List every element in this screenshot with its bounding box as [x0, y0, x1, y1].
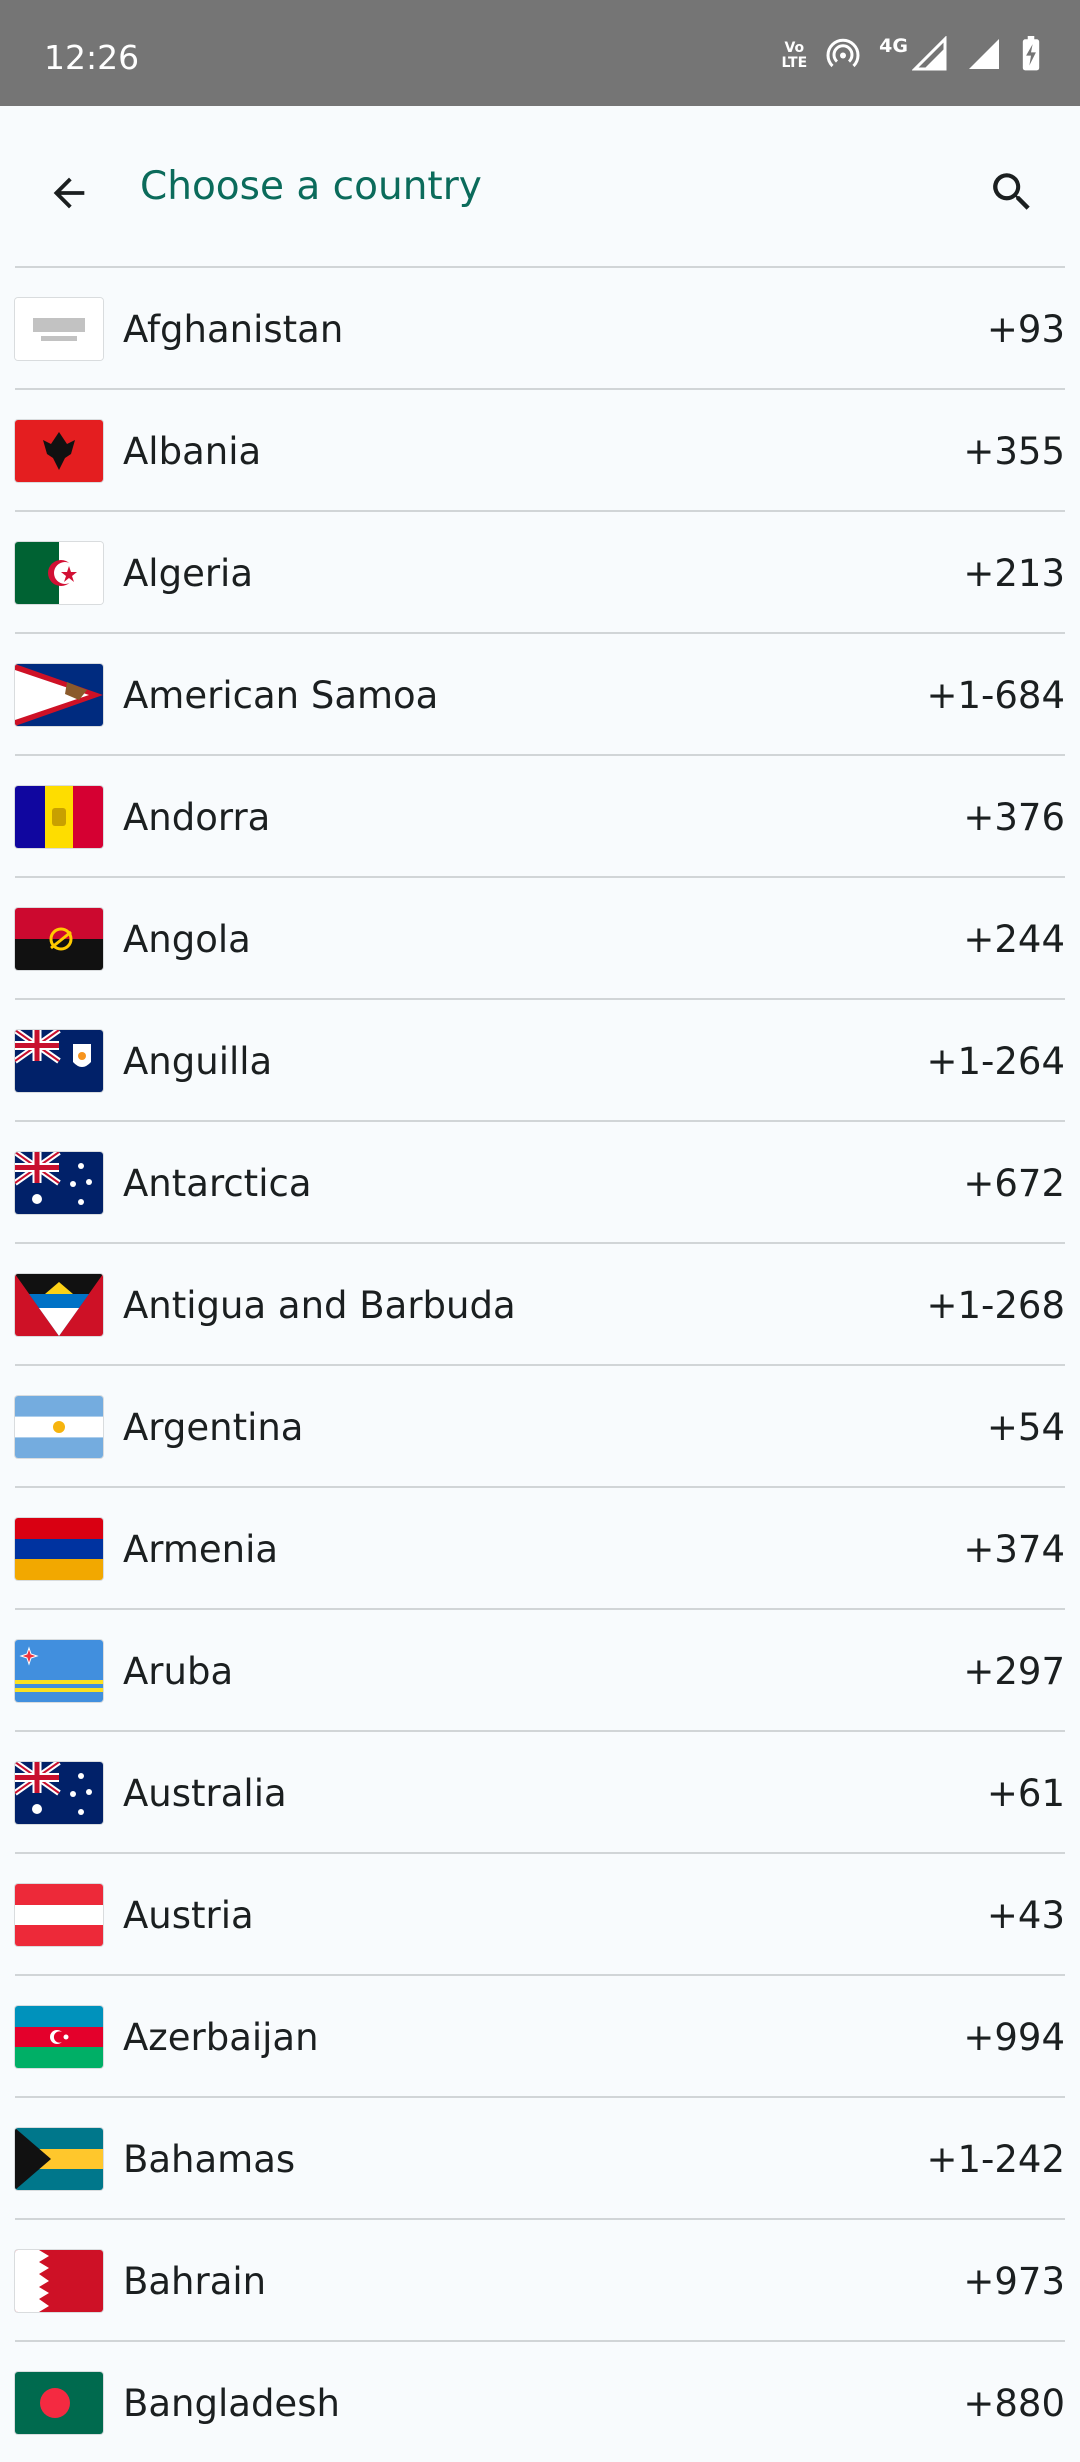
country-row-aruba[interactable]: Aruba +297 [15, 1608, 1065, 1730]
back-button[interactable] [32, 156, 106, 230]
status-icons: Vo LTE 4G [781, 34, 1042, 78]
dial-code: +880 [963, 2382, 1065, 2425]
dial-code: +244 [963, 918, 1065, 961]
country-row-albania[interactable]: Albania +355 [15, 388, 1065, 510]
dial-code: +297 [963, 1650, 1065, 1693]
country-name: Afghanistan [123, 308, 344, 351]
dial-code: +374 [963, 1528, 1065, 1571]
country-row-american-samoa[interactable]: American Samoa +1-684 [15, 632, 1065, 754]
dial-code: +1-684 [926, 674, 1065, 717]
status-bar: 12:26 Vo LTE 4G [0, 0, 1080, 106]
australia-flag-icon [15, 1762, 103, 1824]
country-name: Albania [123, 430, 262, 473]
country-row-bahamas[interactable]: Bahamas +1-242 [15, 2096, 1065, 2218]
dial-code: +994 [963, 2016, 1065, 2059]
country-list: Afghanistan +93 Albania +355 Algeria +21… [15, 266, 1065, 2462]
afghanistan-flag-icon [15, 298, 103, 360]
country-row-australia[interactable]: Australia +61 [15, 1730, 1065, 1852]
anguilla-flag-icon [15, 1030, 103, 1092]
battery-charging-icon [1020, 36, 1042, 76]
page-title: Choose a country [140, 164, 482, 209]
dial-code: +1-242 [926, 2138, 1065, 2181]
country-name: Antarctica [123, 1162, 312, 1205]
bahamas-flag-icon [15, 2128, 103, 2190]
american-samoa-flag-icon [15, 664, 103, 726]
angola-flag-icon [15, 908, 103, 970]
andorra-flag-icon [15, 786, 103, 848]
country-name: Austria [123, 1894, 254, 1937]
country-name: Argentina [123, 1406, 304, 1449]
app-bar: Choose a country [0, 106, 1080, 266]
country-row-afghanistan[interactable]: Afghanistan +93 [15, 266, 1065, 388]
dial-code: +54 [986, 1406, 1065, 1449]
signal-full-icon [966, 36, 1002, 76]
search-icon [993, 173, 1030, 210]
dial-code: +61 [986, 1772, 1065, 1815]
country-name: Antigua and Barbuda [123, 1284, 516, 1327]
dial-code: +376 [963, 796, 1065, 839]
dial-code: +355 [963, 430, 1065, 473]
network-type: 4G [879, 35, 908, 57]
country-name: Andorra [123, 796, 271, 839]
search-button[interactable] [974, 154, 1050, 230]
azerbaijan-flag-icon [15, 2006, 103, 2068]
country-row-austria[interactable]: Austria +43 [15, 1852, 1065, 1974]
country-row-argentina[interactable]: Argentina +54 [15, 1364, 1065, 1486]
country-name: Aruba [123, 1650, 234, 1693]
country-row-antarctica[interactable]: Antarctica +672 [15, 1120, 1065, 1242]
dial-code: +213 [963, 552, 1065, 595]
signal-icon [911, 35, 948, 76]
dial-code: +1-264 [926, 1040, 1065, 1083]
country-row-bangladesh[interactable]: Bangladesh +880 [15, 2340, 1065, 2462]
country-name: Bangladesh [123, 2382, 340, 2425]
aruba-flag-icon [15, 1640, 103, 1702]
country-row-armenia[interactable]: Armenia +374 [15, 1486, 1065, 1608]
country-name: Angola [123, 918, 251, 961]
country-row-anguilla[interactable]: Anguilla +1-264 [15, 998, 1065, 1120]
austria-flag-icon [15, 1884, 103, 1946]
country-row-andorra[interactable]: Andorra +376 [15, 754, 1065, 876]
albania-flag-icon [15, 420, 103, 482]
country-name: Australia [123, 1772, 287, 1815]
country-name: Algeria [123, 552, 254, 595]
armenia-flag-icon [15, 1518, 103, 1580]
country-name: Azerbaijan [123, 2016, 319, 2059]
argentina-flag-icon [15, 1396, 103, 1458]
dial-code: +93 [986, 308, 1065, 351]
dial-code: +1-268 [926, 1284, 1065, 1327]
bangladesh-flag-icon [15, 2372, 103, 2434]
country-row-algeria[interactable]: Algeria +213 [15, 510, 1065, 632]
country-row-antigua-and-barbuda[interactable]: Antigua and Barbuda +1-268 [15, 1242, 1065, 1364]
algeria-flag-icon [15, 542, 103, 604]
country-name: Bahrain [123, 2260, 267, 2303]
bahrain-flag-icon [15, 2250, 103, 2312]
arrow-left-icon [53, 177, 85, 209]
volte-icon: Vo LTE [781, 40, 808, 71]
status-time: 12:26 [44, 38, 140, 77]
country-row-angola[interactable]: Angola +244 [15, 876, 1065, 998]
antigua-and-barbuda-flag-icon [15, 1274, 103, 1336]
country-name: American Samoa [123, 674, 439, 717]
country-row-azerbaijan[interactable]: Azerbaijan +994 [15, 1974, 1065, 2096]
dial-code: +43 [986, 1894, 1065, 1937]
dial-code: +973 [963, 2260, 1065, 2303]
country-name: Armenia [123, 1528, 279, 1571]
country-name: Anguilla [123, 1040, 273, 1083]
dial-code: +672 [963, 1162, 1065, 1205]
hotspot-icon [825, 36, 861, 76]
country-row-bahrain[interactable]: Bahrain +973 [15, 2218, 1065, 2340]
country-name: Bahamas [123, 2138, 296, 2181]
antarctica-flag-icon [15, 1152, 103, 1214]
